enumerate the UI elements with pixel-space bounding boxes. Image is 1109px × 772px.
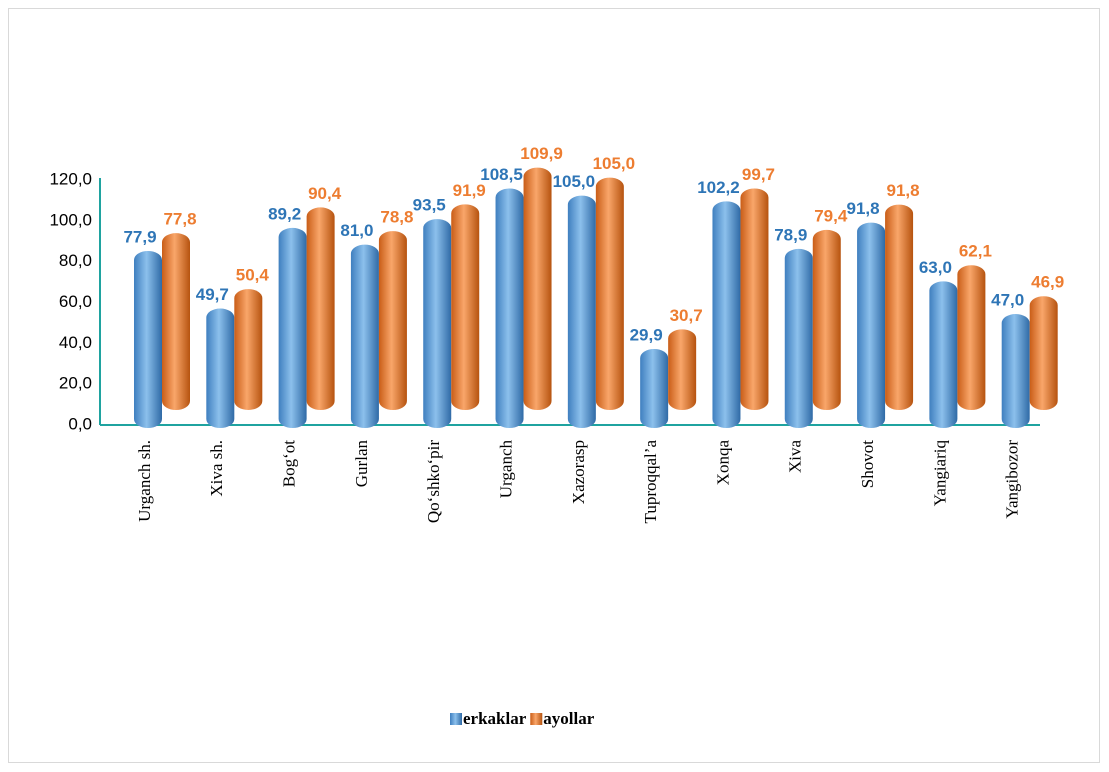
legend-swatch [530, 713, 543, 725]
x-tick-label: Urganch sh. [135, 440, 154, 522]
y-tick-label: 80,0 [59, 251, 92, 270]
value-label: 47,0 [991, 291, 1024, 310]
bar [451, 204, 480, 410]
bar [306, 207, 335, 410]
bar [278, 227, 307, 428]
legend-label: ayollar [543, 709, 594, 728]
value-label: 81,0 [340, 221, 373, 240]
bar [134, 250, 163, 428]
value-label: 90,4 [308, 184, 342, 203]
value-label: 91,8 [847, 199, 880, 218]
bar [885, 204, 914, 410]
value-label: 77,9 [123, 227, 156, 246]
bar [929, 281, 958, 428]
value-label: 30,7 [670, 306, 703, 325]
bar [378, 231, 407, 410]
x-tick-label: Yangibozor [1003, 440, 1022, 519]
value-label: 108,5 [480, 165, 523, 184]
bar [957, 265, 986, 410]
x-tick-label: Shovot [858, 440, 877, 488]
chart-border [8, 8, 1100, 763]
value-label: 63,0 [919, 258, 952, 277]
x-tick-label: Xazorasp [569, 440, 588, 504]
bar [784, 248, 813, 428]
bar [162, 233, 191, 410]
x-tick-label: Xiva sh. [207, 440, 226, 497]
value-label: 46,9 [1031, 273, 1064, 292]
x-tick-label: Tuproqqal’a [641, 440, 660, 524]
bar [712, 201, 741, 428]
legend-label: erkaklar [463, 709, 527, 728]
x-tick-label: Bog‘ot [280, 440, 299, 488]
x-tick-label: Xiva [786, 440, 805, 474]
value-label: 109,9 [520, 144, 563, 163]
y-tick-label: 0,0 [68, 414, 92, 433]
bar [640, 348, 669, 428]
y-tick-label: 60,0 [59, 292, 92, 311]
x-tick-label: Qo‘shko‘pir [424, 440, 443, 523]
value-label: 93,5 [413, 196, 446, 215]
value-label: 102,2 [697, 178, 740, 197]
value-label: 105,0 [593, 154, 636, 173]
value-label: 50,4 [236, 266, 270, 285]
bar [668, 329, 697, 410]
bar [857, 222, 886, 428]
bar [523, 167, 552, 410]
y-tick-label: 120,0 [49, 169, 92, 188]
legend-swatch [450, 713, 462, 725]
value-label: 62,1 [959, 242, 992, 261]
value-label: 79,4 [814, 206, 848, 225]
x-tick-label: Urganch [496, 440, 515, 499]
bar [595, 177, 624, 410]
value-label: 49,7 [196, 285, 229, 304]
bar [812, 229, 841, 410]
x-tick-label: Xonqa [713, 440, 732, 486]
bar [567, 195, 596, 428]
bar [206, 308, 235, 428]
value-label: 77,8 [163, 210, 196, 229]
bar [1001, 314, 1030, 428]
value-label: 91,8 [887, 181, 920, 200]
y-tick-label: 40,0 [59, 333, 92, 352]
y-tick-label: 20,0 [59, 374, 92, 393]
bar [740, 188, 769, 410]
x-tick-label: Gurlan [352, 440, 371, 488]
value-label: 78,9 [774, 225, 807, 244]
bar [1029, 296, 1058, 410]
value-label: 91,9 [453, 181, 486, 200]
value-label: 105,0 [553, 172, 596, 191]
x-tick-label: Yangiariq [930, 440, 949, 507]
bar [234, 289, 263, 410]
value-label: 99,7 [742, 165, 775, 184]
bar [350, 244, 379, 428]
bar [495, 188, 524, 428]
value-label: 78,8 [380, 208, 413, 227]
y-tick-label: 100,0 [49, 210, 92, 229]
bar [423, 219, 452, 428]
value-label: 29,9 [630, 325, 663, 344]
value-label: 89,2 [268, 204, 301, 223]
